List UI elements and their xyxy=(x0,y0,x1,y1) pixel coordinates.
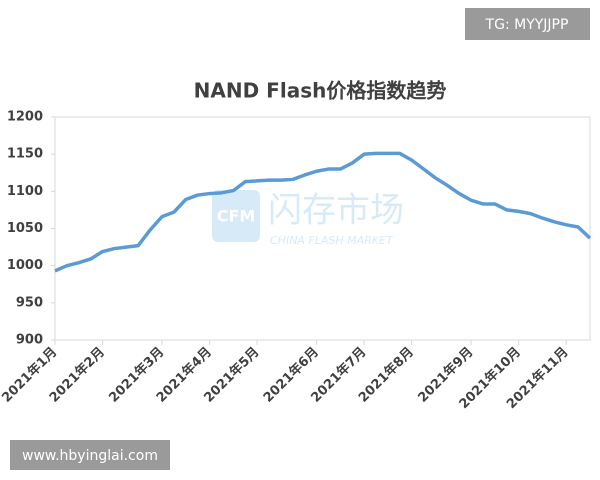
watermark-name: 闪存市场 xyxy=(268,191,404,231)
website: www.hbyinglai.com xyxy=(22,448,158,464)
data-line xyxy=(54,151,592,273)
watermark-logo-box xyxy=(212,190,260,242)
badge-box xyxy=(465,8,590,40)
watermark-subtitle: CHINA FLASH MARKET xyxy=(270,234,394,247)
watermark-logo: CFM xyxy=(217,207,256,226)
watermark: CFM 闪存市场 CHINA FLASH MARKET xyxy=(212,190,404,247)
y-tick-label: 900 xyxy=(16,333,43,348)
y-tick-label: 1100 xyxy=(7,184,43,199)
y-tick-label: 1000 xyxy=(7,258,43,273)
website-box xyxy=(10,440,170,470)
y-tick-label: 1200 xyxy=(7,110,43,125)
chart-title: NAND Flash价格指数趋势 xyxy=(194,79,447,103)
y-tick-label: 950 xyxy=(16,295,43,310)
y-tick-label: 1150 xyxy=(7,147,43,162)
badge: TG: MYYJJPP xyxy=(485,17,569,33)
y-tick-label: 1050 xyxy=(7,221,43,236)
